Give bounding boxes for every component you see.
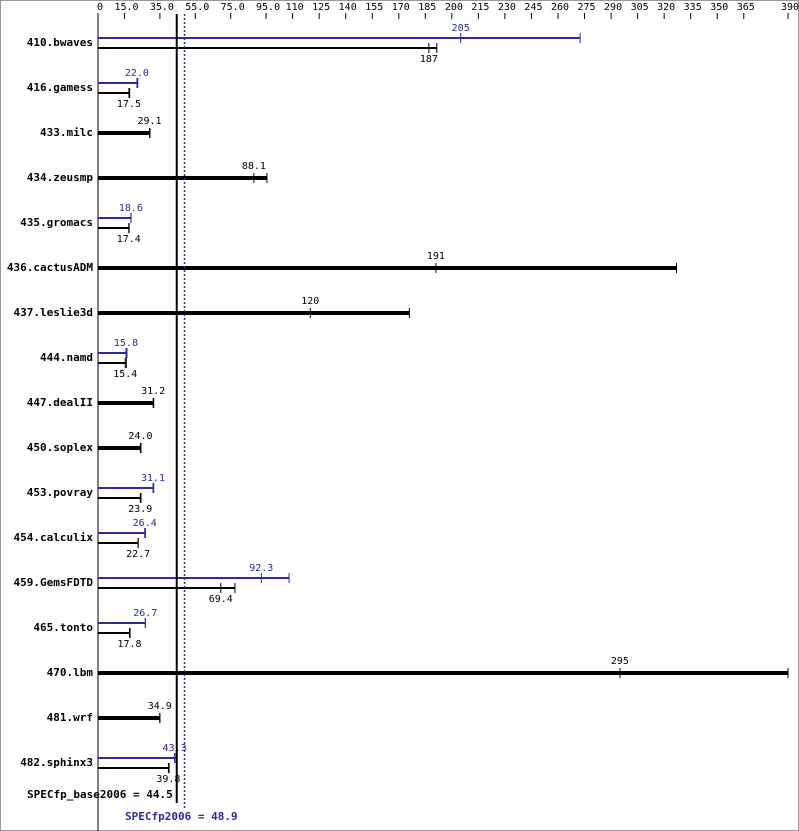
- value-label: 205: [452, 23, 470, 34]
- value-label: 22.0: [125, 68, 149, 79]
- value-label: 43.3: [163, 743, 187, 754]
- x-tick-label: 365: [737, 2, 755, 13]
- x-tick-label: 15.0: [114, 2, 138, 13]
- value-label: 69.4: [209, 594, 233, 605]
- x-tick-label: 200: [445, 2, 463, 13]
- category-label: 416.gamess: [27, 81, 93, 94]
- category-label: 459.GemsFDTD: [14, 576, 94, 589]
- category-label: 444.namd: [40, 351, 93, 364]
- value-label: 17.8: [117, 639, 141, 650]
- category-label: 437.leslie3d: [14, 306, 93, 319]
- category-label: 482.sphinx3: [20, 756, 93, 769]
- value-label: 39.8: [156, 774, 180, 785]
- value-label: 15.4: [113, 369, 137, 380]
- x-tick-label: 95.0: [256, 2, 280, 13]
- value-label: 29.1: [137, 116, 161, 127]
- category-label: 434.zeusmp: [27, 171, 94, 184]
- category-label: 465.tonto: [33, 621, 93, 634]
- x-tick-label: 125: [312, 2, 330, 13]
- x-tick-label: 290: [604, 2, 622, 13]
- value-label: 26.7: [133, 608, 157, 619]
- value-label: 92.3: [249, 563, 273, 574]
- x-tick-label: 155: [365, 2, 383, 13]
- value-label: 88.1: [242, 161, 266, 172]
- x-tick-label: 170: [392, 2, 410, 13]
- value-label: 18.6: [119, 203, 143, 214]
- value-label: 191: [427, 251, 445, 262]
- value-label: 22.7: [126, 549, 150, 560]
- x-tick-label: 335: [684, 2, 702, 13]
- x-tick-label: 350: [710, 2, 728, 13]
- category-label: 447.dealII: [27, 396, 93, 409]
- value-label: 34.9: [148, 701, 172, 712]
- category-label: 433.milc: [40, 126, 93, 139]
- category-label: 453.povray: [27, 486, 94, 499]
- x-tick-label: 0: [97, 2, 103, 13]
- x-tick-label: 260: [551, 2, 569, 13]
- value-label: 31.2: [141, 386, 165, 397]
- value-label: 26.4: [133, 518, 157, 529]
- x-tick-label: 245: [524, 2, 542, 13]
- category-label: 435.gromacs: [20, 216, 93, 229]
- category-label: 454.calculix: [14, 531, 94, 544]
- category-label: 450.soplex: [27, 441, 94, 454]
- value-label: 23.9: [128, 504, 152, 515]
- x-tick-label: 320: [657, 2, 675, 13]
- x-tick-label: 230: [498, 2, 516, 13]
- x-tick-label: 75.0: [221, 2, 245, 13]
- x-tick-label: 305: [631, 2, 649, 13]
- x-tick-label: 35.0: [150, 2, 174, 13]
- x-tick-label: 390: [781, 2, 799, 13]
- value-label: 295: [611, 656, 629, 667]
- x-tick-label: 215: [471, 2, 489, 13]
- x-tick-label: 185: [418, 2, 436, 13]
- x-tick-label: 275: [578, 2, 596, 13]
- category-label: 470.lbm: [47, 666, 94, 679]
- value-label: 17.4: [117, 234, 141, 245]
- value-label: 120: [301, 296, 319, 307]
- value-label: 17.5: [117, 99, 141, 110]
- x-tick-label: 55.0: [185, 2, 209, 13]
- x-tick-label: 140: [339, 2, 357, 13]
- value-label: 31.1: [141, 473, 165, 484]
- category-label: 410.bwaves: [27, 36, 93, 49]
- x-tick-label: 110: [286, 2, 304, 13]
- reference-label: SPECfp_base2006 = 44.5: [27, 788, 173, 801]
- category-label: 481.wrf: [47, 711, 93, 724]
- category-label: 436.cactusADM: [7, 261, 93, 274]
- reference-label: SPECfp2006 = 48.9: [125, 810, 238, 823]
- value-label: 15.8: [114, 338, 138, 349]
- value-label: 187: [420, 54, 438, 65]
- value-label: 24.0: [128, 431, 152, 442]
